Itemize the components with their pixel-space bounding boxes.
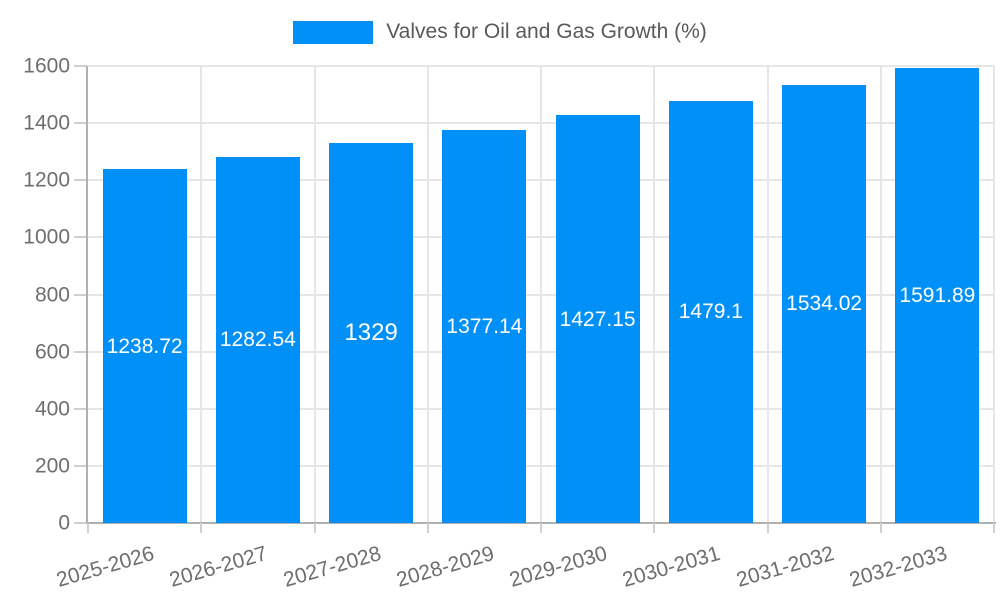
v-gridline — [879, 66, 882, 523]
y-axis-label: 1600 — [23, 54, 70, 78]
v-gridline — [766, 66, 769, 523]
x-axis-label: 2027-2028 — [280, 542, 384, 592]
y-axis-line — [86, 66, 88, 523]
x-axis-label: 2031-2032 — [733, 542, 837, 592]
v-gridline — [426, 66, 429, 523]
bar[interactable]: 1282.54 — [215, 156, 300, 523]
y-tick — [74, 236, 87, 239]
x-tick — [879, 523, 882, 533]
y-tick — [74, 293, 87, 296]
y-axis-label: 1000 — [23, 225, 70, 249]
v-gridline — [540, 66, 542, 523]
y-axis-label: 800 — [34, 283, 70, 306]
y-axis-label: 1400 — [23, 111, 70, 135]
x-axis-label: 2026-2027 — [167, 542, 271, 592]
y-axis-label: 1200 — [23, 168, 70, 192]
v-gridline — [653, 66, 656, 523]
x-tick — [200, 523, 203, 533]
bar-value-label: 1329 — [344, 319, 398, 347]
bar[interactable]: 1534.02 — [782, 84, 867, 523]
bar-value-label: 1479.1 — [678, 300, 743, 324]
y-axis-label: 200 — [34, 454, 70, 478]
y-tick — [74, 350, 87, 353]
x-axis-label: 2029-2030 — [507, 542, 610, 592]
bar-value-label: 1591.89 — [899, 284, 976, 308]
bar[interactable]: 1377.14 — [442, 129, 527, 523]
bar-value-label: 1377.14 — [446, 314, 523, 338]
legend[interactable]: Valves for Oil and Gas Growth (%) — [0, 20, 1000, 44]
x-tick — [993, 523, 995, 533]
legend-swatch — [293, 20, 374, 44]
bar[interactable]: 1238.72 — [102, 169, 187, 523]
x-axis-label: 2030-2031 — [620, 542, 724, 592]
x-tick — [313, 523, 316, 533]
v-gridline — [993, 66, 995, 523]
bar-value-label: 1282.54 — [219, 328, 296, 352]
y-tick — [74, 122, 87, 125]
x-tick — [87, 523, 89, 533]
x-axis-label: 2025-2026 — [54, 542, 157, 592]
x-tick — [653, 523, 656, 533]
x-axis-label: 2032-2033 — [846, 542, 950, 592]
y-tick — [74, 407, 87, 410]
x-tick — [540, 523, 542, 533]
y-axis-label: 600 — [34, 340, 70, 364]
x-axis-label: 2028-2029 — [393, 542, 497, 592]
x-tick — [426, 523, 429, 533]
y-tick — [74, 464, 87, 467]
y-axis-label: 400 — [34, 397, 70, 421]
v-gridline — [200, 66, 203, 523]
bar-value-label: 1534.02 — [786, 292, 863, 316]
bar[interactable]: 1479.1 — [668, 100, 753, 523]
bar-value-label: 1427.15 — [559, 307, 636, 331]
bar-value-label: 1238.72 — [106, 334, 183, 358]
y-axis-label: 0 — [58, 511, 70, 535]
legend-label: Valves for Oil and Gas Growth (%) — [386, 20, 707, 43]
v-gridline — [313, 66, 316, 523]
bar[interactable]: 1329 — [329, 143, 414, 523]
bar[interactable]: 1591.89 — [895, 68, 980, 523]
y-tick — [74, 65, 87, 67]
bar[interactable]: 1427.15 — [555, 115, 640, 523]
y-tick — [74, 179, 87, 182]
x-tick — [766, 523, 769, 533]
y-tick — [74, 522, 87, 524]
